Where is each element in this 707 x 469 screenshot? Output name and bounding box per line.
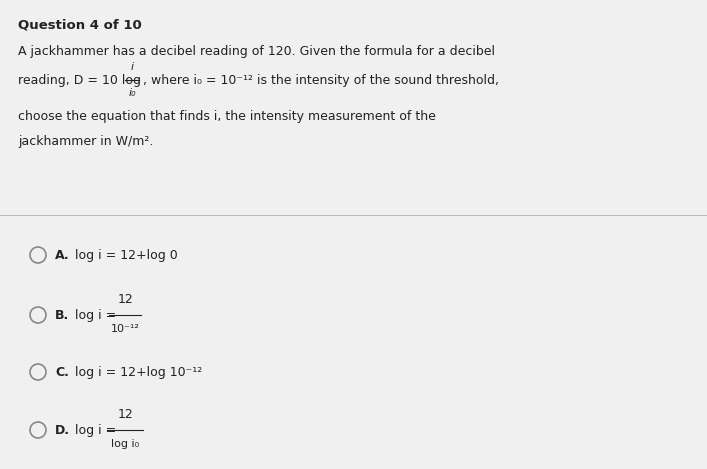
Text: D.: D. xyxy=(55,424,70,437)
Text: reading, D = 10 log: reading, D = 10 log xyxy=(18,74,145,86)
Text: log i₀: log i₀ xyxy=(111,439,139,449)
Text: log i = 12+log 0: log i = 12+log 0 xyxy=(75,249,177,262)
Text: C.: C. xyxy=(55,365,69,378)
Text: log i =: log i = xyxy=(75,424,120,437)
Text: i₀: i₀ xyxy=(128,88,136,98)
Text: 10⁻¹²: 10⁻¹² xyxy=(111,324,140,334)
Text: , where i₀ = 10⁻¹² is the intensity of the sound threshold,: , where i₀ = 10⁻¹² is the intensity of t… xyxy=(143,74,499,86)
Text: A jackhammer has a decibel reading of 120. Given the formula for a decibel: A jackhammer has a decibel reading of 12… xyxy=(18,45,495,58)
Text: Question 4 of 10: Question 4 of 10 xyxy=(18,18,141,31)
Text: 12: 12 xyxy=(117,293,134,306)
Text: i: i xyxy=(130,62,134,72)
Text: choose the equation that finds i, the intensity measurement of the: choose the equation that finds i, the in… xyxy=(18,110,436,123)
Text: A.: A. xyxy=(55,249,69,262)
Text: log i = 12+log 10⁻¹²: log i = 12+log 10⁻¹² xyxy=(75,365,202,378)
Text: jackhammer in W/m².: jackhammer in W/m². xyxy=(18,135,153,148)
Text: B.: B. xyxy=(55,309,69,322)
Text: 12: 12 xyxy=(117,408,134,421)
Text: log i =: log i = xyxy=(75,309,120,322)
